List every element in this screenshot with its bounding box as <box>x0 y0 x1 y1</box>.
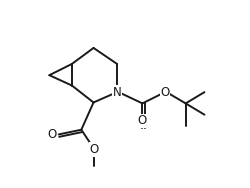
Text: N: N <box>112 86 121 99</box>
Text: O: O <box>137 114 146 127</box>
Text: O: O <box>47 128 56 141</box>
Text: O: O <box>90 143 99 156</box>
Text: O: O <box>160 86 169 99</box>
